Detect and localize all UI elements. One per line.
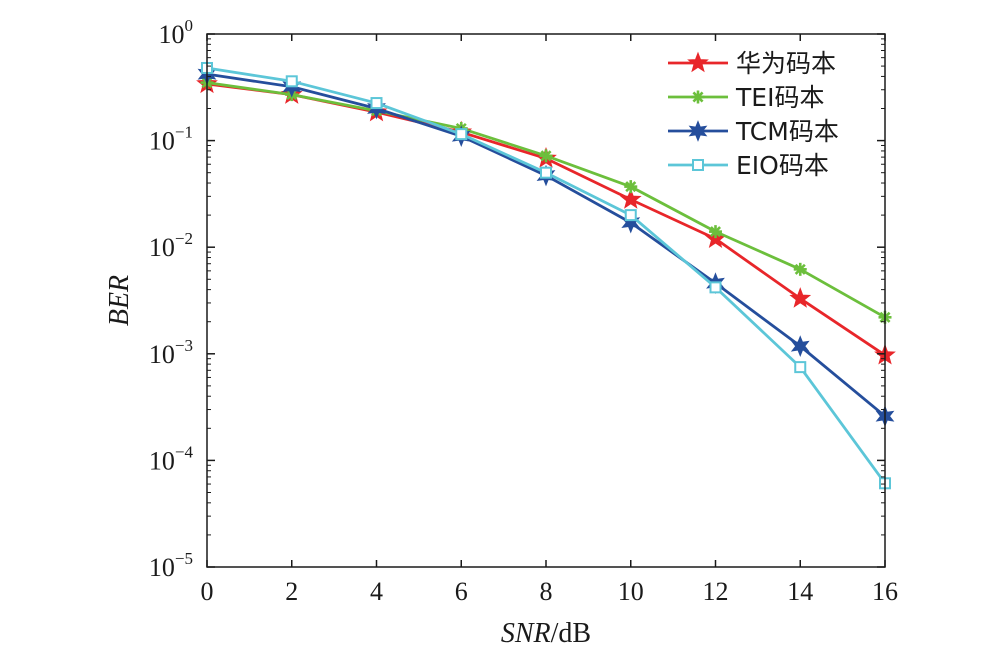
asterisk-stroke bbox=[794, 263, 806, 275]
asterisk-stroke bbox=[709, 226, 722, 238]
x-tick-label: 16 bbox=[872, 577, 898, 606]
data-point bbox=[790, 335, 810, 357]
x-tick-label: 2 bbox=[285, 577, 298, 606]
asterisk-stroke bbox=[625, 181, 637, 193]
y-tick-base: 10 bbox=[149, 233, 175, 262]
x-tick-label: 10 bbox=[618, 577, 644, 606]
y-tick-label: 10−3 bbox=[149, 336, 193, 369]
legend-label: EIO码本 bbox=[736, 151, 829, 180]
data-point bbox=[624, 209, 637, 222]
x-tick-label: 4 bbox=[370, 577, 383, 606]
x-axis-title-main: SNR bbox=[501, 618, 551, 649]
data-point bbox=[624, 180, 638, 194]
x-axis-title: SNR/dB bbox=[501, 618, 591, 649]
y-tick-label: 10−2 bbox=[149, 229, 193, 262]
x-tick-label: 12 bbox=[703, 577, 729, 606]
data-point bbox=[540, 166, 552, 179]
legend-swatch-marker bbox=[692, 159, 704, 171]
data-point bbox=[370, 97, 383, 110]
data-point bbox=[455, 128, 468, 141]
y-tick-exponent: −3 bbox=[175, 336, 193, 355]
x-axis-title-unit: /dB bbox=[551, 618, 591, 649]
y-tick-base: 10 bbox=[159, 20, 185, 49]
y-tick-exponent: −5 bbox=[175, 549, 193, 568]
data-point bbox=[709, 281, 722, 294]
x-tick-label: 0 bbox=[201, 577, 214, 606]
data-point bbox=[285, 75, 298, 88]
y-tick-base: 10 bbox=[149, 446, 175, 475]
plot-frame bbox=[206, 33, 886, 568]
y-tick-exponent: −4 bbox=[175, 442, 194, 461]
y-tick-base: 10 bbox=[149, 553, 175, 582]
data-point bbox=[794, 361, 807, 374]
x-tick-label: 6 bbox=[455, 577, 468, 606]
legend-swatch-marker bbox=[687, 51, 709, 73]
y-tick-base: 10 bbox=[149, 340, 175, 369]
data-point bbox=[619, 188, 642, 209]
asterisk-stroke bbox=[540, 150, 552, 162]
y-tick-label: 10−4 bbox=[149, 442, 194, 475]
series-1 bbox=[200, 76, 892, 324]
data-point bbox=[789, 287, 812, 308]
legend-swatch-marker bbox=[688, 120, 708, 142]
y-tick-label: 100 bbox=[159, 16, 194, 49]
legend-label: TEI码本 bbox=[735, 83, 824, 112]
y-tick-label: 10−5 bbox=[149, 549, 193, 582]
legend-item: EIO码本 bbox=[668, 151, 829, 180]
asterisk-stroke bbox=[692, 91, 704, 103]
y-tick-base: 10 bbox=[149, 127, 175, 156]
y-tick-exponent: −2 bbox=[175, 229, 193, 248]
legend-item: 华为码本 bbox=[668, 49, 836, 78]
x-tick-label: 8 bbox=[540, 577, 553, 606]
y-tick-exponent: 0 bbox=[185, 16, 194, 35]
legend-item: TEI码本 bbox=[668, 83, 824, 112]
data-point bbox=[539, 149, 553, 163]
data-point bbox=[621, 211, 641, 234]
data-point bbox=[709, 225, 722, 239]
legend-item: TCM码本 bbox=[668, 117, 839, 146]
legend-label: TCM码本 bbox=[735, 117, 839, 146]
legend-label: 华为码本 bbox=[736, 49, 836, 78]
data-point bbox=[793, 262, 807, 276]
y-axis-title: BER bbox=[104, 275, 135, 326]
y-tick-label: 10−1 bbox=[149, 123, 193, 156]
legend: 华为码本 TEI码本 TCM码本 EIO码本 bbox=[668, 49, 839, 180]
legend-swatch-marker bbox=[691, 90, 705, 104]
x-tick-label: 14 bbox=[787, 577, 813, 606]
y-tick-exponent: −1 bbox=[175, 123, 193, 142]
